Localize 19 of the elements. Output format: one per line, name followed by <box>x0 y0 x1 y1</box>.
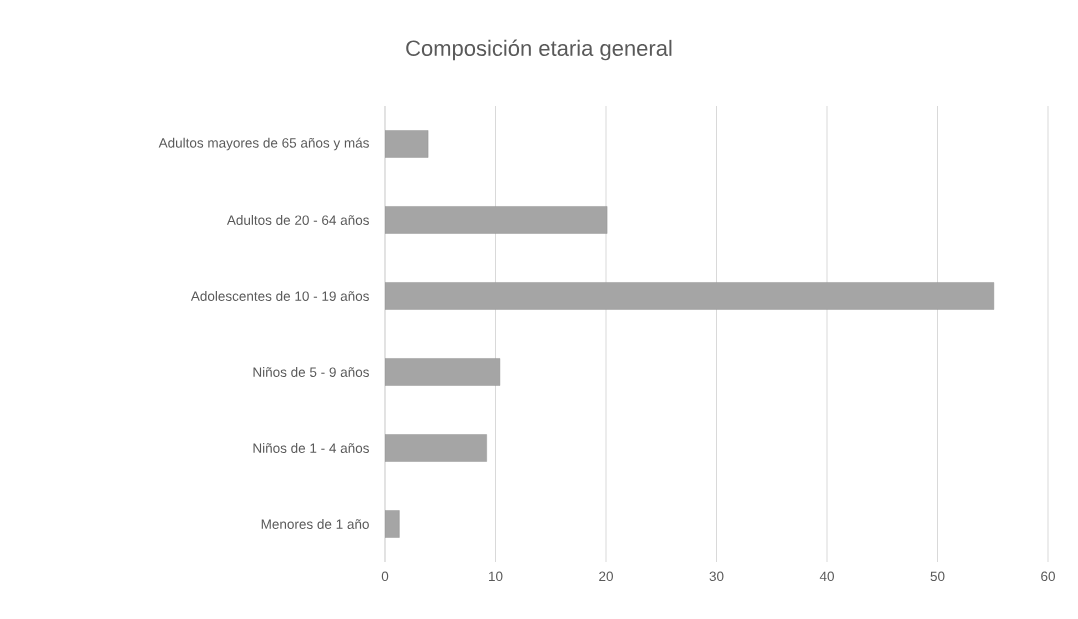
y-tick-label: Adolescentes de 10 - 19 años <box>190 291 369 301</box>
y-tick-label: Adultos mayores de 65 años y más <box>158 137 369 151</box>
x-tick-label: 30 <box>709 571 724 582</box>
y-tick-label: Menores de 1 año <box>261 519 369 529</box>
x-tick-label: 40 <box>819 571 834 582</box>
y-tick-label: Niños de 1 - 4 años <box>253 443 369 453</box>
x-tick-label: 10 <box>489 571 503 582</box>
x-tick-label: 0 <box>381 571 389 582</box>
bar <box>385 434 487 462</box>
x-tick-label: 50 <box>930 571 945 582</box>
bar <box>385 130 429 158</box>
y-tick-label: Niños de 5 - 9 años <box>253 367 369 377</box>
bar <box>385 282 995 310</box>
x-tick-label: 20 <box>599 571 613 582</box>
bar <box>385 358 501 386</box>
chart-title: Composición etaria general <box>406 39 672 61</box>
y-tick-label: Adultos de 20 - 64 años <box>226 215 369 225</box>
x-tick-label: 60 <box>1041 571 1055 582</box>
bar <box>385 206 608 234</box>
